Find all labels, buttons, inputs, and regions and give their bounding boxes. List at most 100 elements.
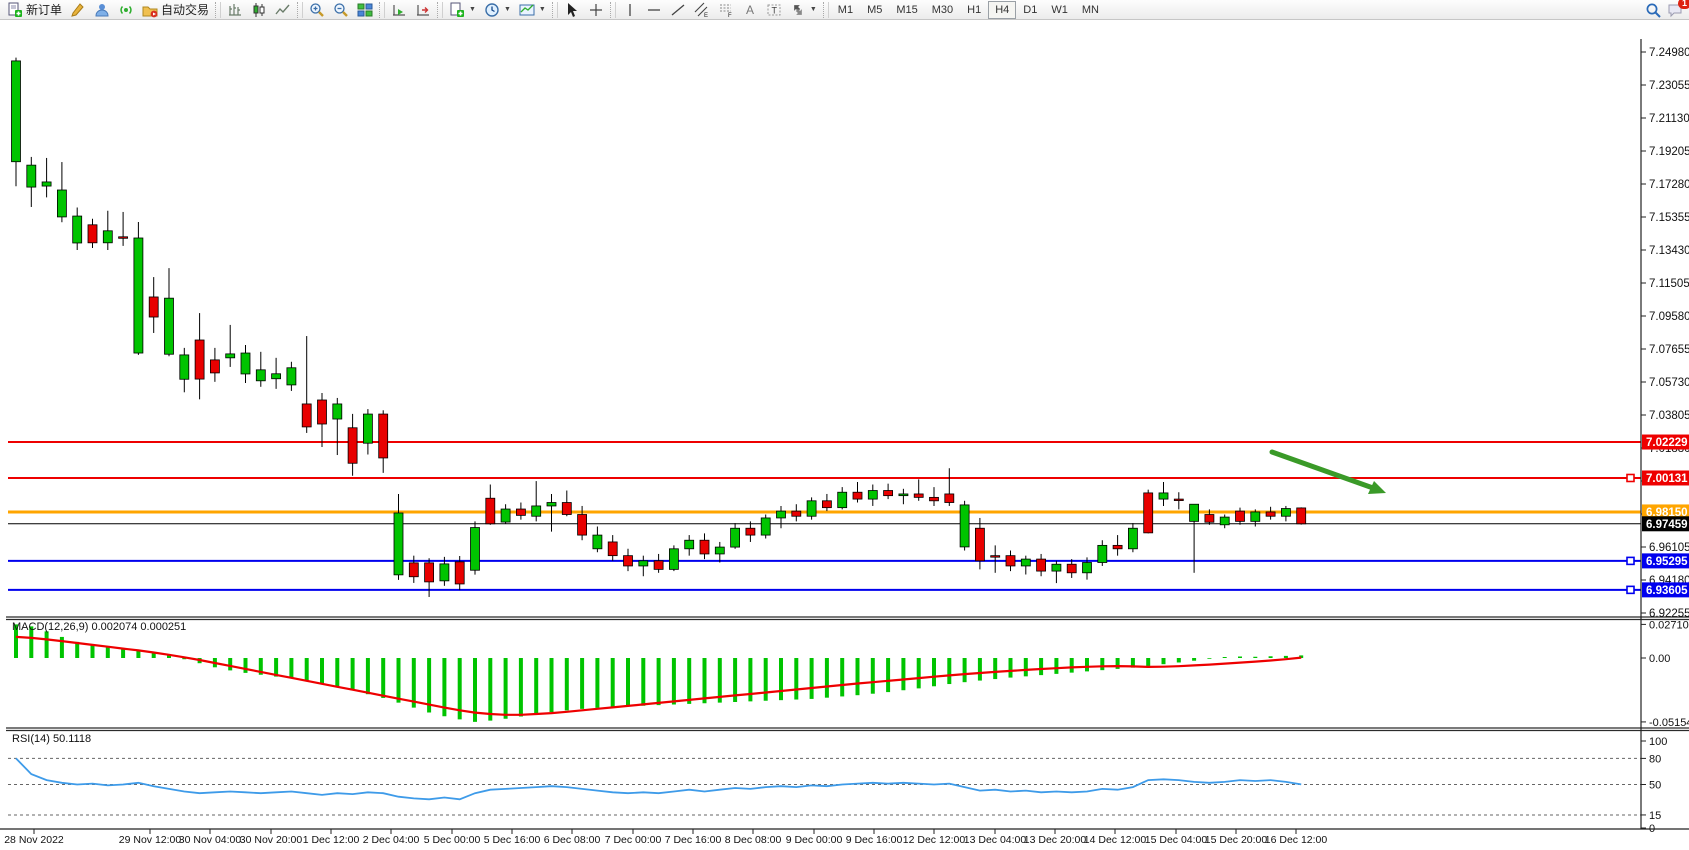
level-handle[interactable] [1626,585,1635,595]
bar-chart-button[interactable] [223,1,247,19]
vertical-line-button[interactable] [618,1,642,19]
chevron-down-icon: ▼ [538,6,546,13]
tile-windows-button[interactable] [353,1,377,19]
timeframe-mn-button[interactable]: MN [1081,3,1099,16]
toolbar-separator [379,1,386,18]
new-chart-button[interactable]: ▼ [445,1,480,19]
timeframe-group: M1 M5 M15 M30 H1 H4 D1 W1 MN [831,0,1106,19]
main-toolbar: 新订单 自动交易 [0,0,1689,20]
auto-scroll-icon [391,2,407,18]
svg-text:E: E [704,13,708,18]
new-order-label: 新订单 [26,3,63,17]
price-tick-label: 7.11505 [1649,278,1689,290]
templates-button[interactable]: ▼ [515,1,550,19]
time-tick-label: 9 Dec 00:00 [786,834,843,846]
price-tag [1642,470,1689,486]
price-tick-label: 6.92255 [1649,608,1689,620]
price-tick-label: 7.17280 [1649,179,1689,191]
price-tick-label: 7.21130 [1649,113,1689,125]
zoom-in-icon [309,2,325,18]
toolbar-separator [609,1,616,18]
timeframe-m1-button[interactable]: M1 [837,3,854,16]
equidistant-channel-button[interactable]: E [690,1,714,19]
time-tick-label: 8 Dec 08:00 [725,834,782,846]
cursor-button[interactable] [560,1,584,19]
macd-label: MACD(12,26,9) 0.002074 0.000251 [12,621,186,633]
metaeditor-button[interactable] [66,1,90,19]
timeframe-h1-button[interactable]: H1 [967,3,982,16]
candlestick-series[interactable] [11,57,1307,597]
price-tick-label: 7.15355 [1649,212,1689,224]
rsi-panel[interactable] [15,757,1302,801]
price-tick-label: 7.03805 [1649,410,1689,422]
horizontal-line-button[interactable] [642,1,666,19]
svg-text:T: T [771,5,777,15]
timeframe-d1-button[interactable]: D1 [1023,3,1038,16]
macd-panel[interactable] [14,624,1304,722]
trendline-icon [670,2,686,18]
svg-text:F: F [728,13,732,18]
toolbar-separator [215,1,222,18]
time-tick-label: 29 Nov 12:00 [119,834,182,846]
mql5-community-icon [94,2,110,18]
time-tick-label: 2 Dec 04:00 [363,834,420,846]
time-tick-label: 5 Dec 00:00 [424,834,481,846]
time-tick-label: 30 Nov 20:00 [240,834,303,846]
text-button[interactable]: A [738,1,762,19]
toolbar-separator [437,1,444,18]
auto-scroll-button[interactable] [387,1,411,19]
arrows-button[interactable]: ▼ [786,1,821,19]
signals-button[interactable] [114,1,138,19]
horizontal-line-icon [646,2,662,18]
timeframe-m15-button[interactable]: M15 [896,3,918,16]
chevron-down-icon: ▼ [503,6,511,13]
timeframe-m5-button[interactable]: M5 [867,3,883,16]
timeframe-w1-button[interactable]: W1 [1051,3,1068,16]
zoom-out-button[interactable] [329,1,353,19]
trend-arrow-annotation[interactable] [1269,449,1386,494]
trendline-button[interactable] [666,1,690,19]
timeframe-h4-button[interactable]: H4 [988,0,1017,19]
periods-button[interactable]: ▼ [480,1,515,19]
zoom-in-button[interactable] [305,1,329,19]
price-tick-label: 7.13430 [1649,245,1689,257]
line-chart-button[interactable] [271,1,295,19]
horizontal-level-lines[interactable] [8,441,1641,595]
rsi-axis-label: 80 [1649,753,1661,765]
price-tick-label: 7.24980 [1649,47,1689,59]
time-tick-label: 12 Dec 12:00 [903,834,966,846]
time-tick-label: 13 Dec 04:00 [964,834,1027,846]
chart-shift-button[interactable] [411,1,435,19]
macd-axis-label: -0.051546 [1649,717,1689,729]
time-tick-label: 14 Dec 12:00 [1084,834,1147,846]
timeframe-m30-button[interactable]: M30 [931,3,954,16]
zoom-out-icon [333,2,349,18]
autotrading-label: 自动交易 [161,3,210,17]
notifications-button[interactable]: 1 [1667,0,1689,18]
text-label-button[interactable]: T [762,1,786,19]
level-handle[interactable] [1626,473,1635,483]
rsi-axis-label: 100 [1649,736,1667,748]
autotrading-button[interactable]: 自动交易 [138,1,213,19]
notification-badge: 1 [1677,0,1689,9]
rsi-label: RSI(14) 50.1118 [12,733,91,745]
template-icon [519,2,535,18]
search-icon[interactable] [1645,2,1661,18]
price-tag-label: 6.97459 [1646,519,1688,531]
time-tick-label: 5 Dec 16:00 [484,834,541,846]
indicator-labels: MACD(12,26,9) 0.002074 0.000251 RSI(14) 5… [12,621,186,745]
fibonacci-icon: F [718,2,734,19]
crosshair-button[interactable] [584,1,608,19]
price-tick-label: 7.23055 [1649,80,1689,92]
level-handle[interactable] [1626,556,1635,566]
new-order-button[interactable]: 新订单 [3,1,66,19]
rsi-axis-label: 15 [1649,810,1661,822]
price-tick-label: 7.19205 [1649,146,1689,158]
macd-signal-line [15,635,1302,716]
mql5-community-button[interactable] [90,1,114,19]
fibonacci-button[interactable]: F [714,1,738,19]
tile-windows-icon [357,2,373,18]
candlestick-chart-button[interactable] [247,1,271,19]
